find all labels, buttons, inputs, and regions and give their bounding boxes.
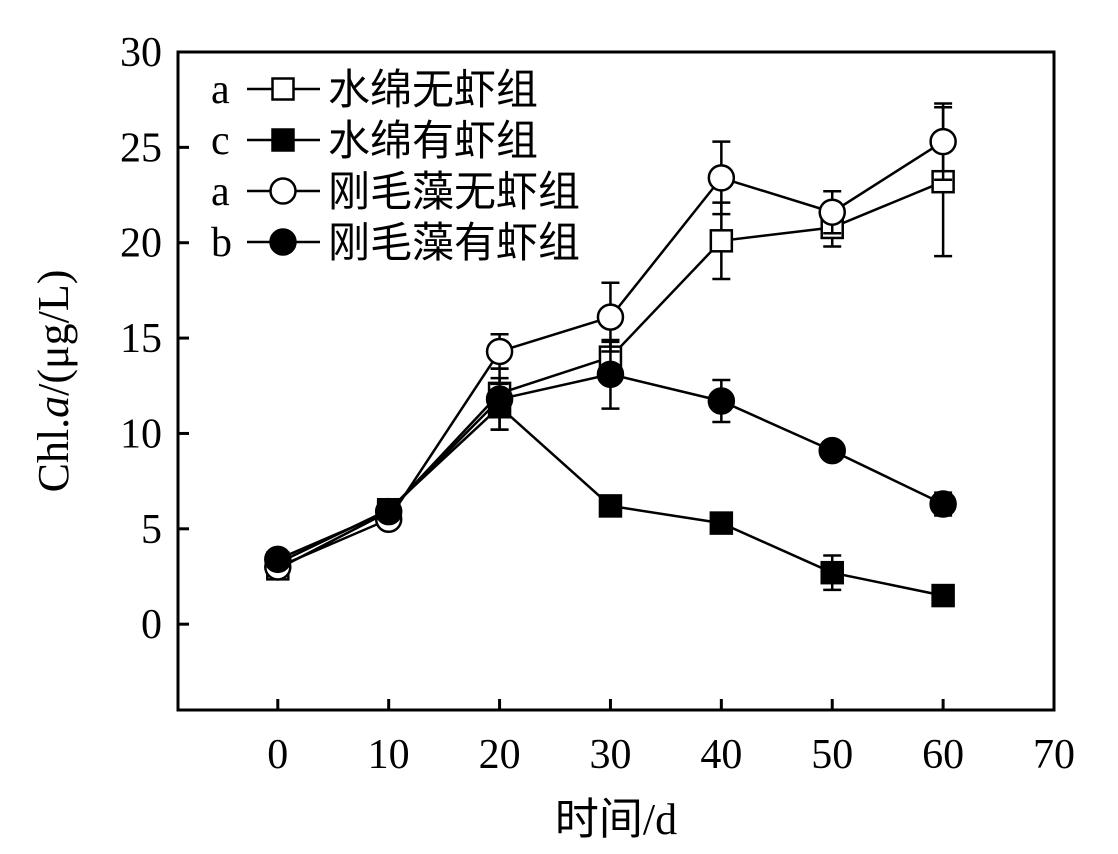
series-marks-gangmaozao-shrimp	[264, 338, 957, 574]
y-axis-title: Chl.a/(μg/L)	[29, 270, 78, 493]
y-tick-label-1: 5	[141, 507, 162, 553]
data-point-gangmaozao-shrimp-4	[707, 387, 736, 415]
plot-frame	[176, 50, 1056, 712]
x-axis-title: 时间/d	[555, 795, 677, 844]
legend-letter-shuimian-no-shrimp: a	[211, 67, 230, 113]
data-point-gangmaozao-shrimp-0	[264, 545, 292, 574]
legend-letter-gangmaozao-no-shrimp: a	[211, 169, 230, 215]
x-tick-label-1: 10	[368, 732, 410, 778]
y-axis-title-prefix: Chl.	[29, 418, 78, 493]
y-tick-label-5: 25	[120, 125, 162, 171]
x-tick-label-2: 20	[479, 732, 521, 778]
data-point-shuimian-shrimp-6	[931, 583, 955, 608]
x-tick-label-7: 70	[1033, 732, 1075, 778]
y-tick-label-6: 30	[120, 30, 162, 76]
data-point-gangmaozao-no-shrimp-6	[929, 127, 957, 156]
x-tick-label-5: 50	[811, 732, 853, 778]
x-tick-label-3: 30	[589, 732, 631, 778]
x-tick-label-6: 60	[922, 732, 964, 778]
legend-marker-gangmaozao-shrimp	[269, 228, 297, 256]
data-point-gangmaozao-shrimp-1	[374, 497, 403, 526]
legend-letter-gangmaozao-shrimp: b	[211, 220, 232, 266]
data-point-gangmaozao-shrimp-3	[596, 360, 625, 389]
series-layer	[264, 102, 957, 608]
data-point-gangmaozao-shrimp-2	[485, 385, 514, 413]
legend-label-shuimian-no-shrimp: 水绵无虾组	[328, 68, 538, 114]
x-tick-label-0: 0	[267, 732, 288, 778]
x-axis: 0 10 20 30 40 50 60 70	[267, 699, 1075, 778]
legend: a 水绵无虾组 c 水绵有虾组 a 刚毛藻无虾组 b 刚毛藻有虾组	[211, 67, 580, 267]
legend-marker-shuimian-shrimp	[271, 128, 295, 152]
data-point-gangmaozao-no-shrimp-4	[707, 164, 736, 192]
data-point-shuimian-no-shrimp-4	[709, 229, 734, 253]
legend-label-gangmaozao-shrimp: 刚毛藻有虾组	[328, 221, 580, 267]
data-point-gangmaozao-no-shrimp-2	[485, 337, 514, 366]
series-marks-shuimian-shrimp	[266, 382, 955, 608]
y-tick-label-3: 15	[120, 316, 162, 362]
legend-letter-shuimian-shrimp: c	[211, 118, 230, 164]
y-tick-label-2: 10	[120, 411, 162, 457]
y-tick-label-4: 20	[120, 221, 162, 267]
data-point-gangmaozao-no-shrimp-5	[818, 198, 846, 226]
data-point-shuimian-shrimp-3	[598, 494, 623, 518]
y-axis-title-suffix: /(μg/L)	[29, 270, 78, 396]
legend-label-gangmaozao-no-shrimp: 刚毛藻无虾组	[328, 170, 580, 216]
legend-label-shuimian-shrimp: 水绵有虾组	[328, 119, 538, 165]
data-point-shuimian-shrimp-4	[709, 511, 734, 535]
x-tick-label-4: 40	[700, 732, 742, 778]
legend-marker-shuimian-no-shrimp	[271, 77, 295, 101]
y-tick-label-0: 0	[141, 602, 162, 648]
data-point-shuimian-shrimp-5	[820, 560, 844, 585]
data-point-gangmaozao-no-shrimp-3	[596, 303, 625, 331]
y-axis: 0 5 10 15 20 25 30	[120, 30, 189, 648]
data-point-gangmaozao-shrimp-6	[929, 490, 957, 518]
legend-marker-gangmaozao-no-shrimp	[269, 177, 297, 205]
y-axis-title-italic: a	[29, 396, 78, 418]
data-point-gangmaozao-shrimp-5	[818, 436, 846, 465]
